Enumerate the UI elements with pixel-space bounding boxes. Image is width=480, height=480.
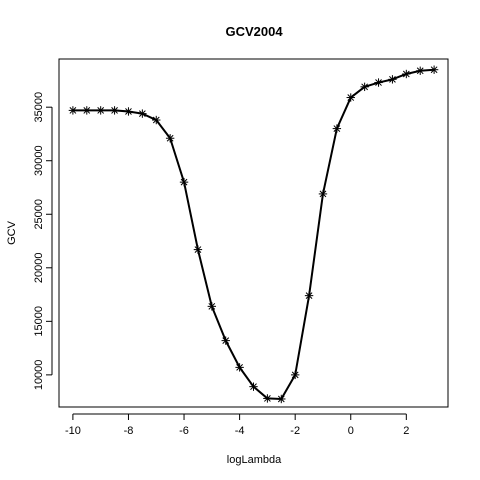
data-point-marker xyxy=(82,106,91,115)
data-point-marker xyxy=(374,78,383,87)
x-tick-label: -6 xyxy=(179,425,189,437)
y-tick-label: 35000 xyxy=(33,92,45,123)
y-tick-label: 25000 xyxy=(33,199,45,230)
data-point-marker xyxy=(416,66,425,75)
data-point-marker xyxy=(68,106,78,115)
data-point-marker xyxy=(179,177,189,187)
y-tick-label: 15000 xyxy=(33,306,45,337)
data-point-marker xyxy=(290,370,300,380)
x-tick-label: -10 xyxy=(65,425,81,437)
x-tick-label: -8 xyxy=(124,425,134,437)
data-point-marker xyxy=(332,124,342,133)
y-axis: 10000 15000 20000 25000 30000 35000 xyxy=(33,92,53,391)
plot-frame xyxy=(58,58,449,408)
x-tick-label: 2 xyxy=(403,425,409,437)
data-point-marker xyxy=(388,75,397,84)
gcv-series-line xyxy=(72,68,435,400)
data-point-marker xyxy=(235,363,244,372)
y-tick-label: 30000 xyxy=(33,145,45,176)
data-point-marker xyxy=(138,109,147,118)
data-point-marker xyxy=(124,107,133,116)
data-point-marker xyxy=(249,382,258,391)
data-point-marker xyxy=(318,189,328,199)
data-point-marker xyxy=(165,134,175,143)
series-layer xyxy=(72,68,435,400)
data-point-marker xyxy=(152,115,161,125)
data-point-marker xyxy=(304,291,314,300)
y-axis-label: GCV xyxy=(6,220,18,245)
data-point-marker xyxy=(429,65,439,74)
chart-title: GCV2004 xyxy=(225,24,283,39)
data-point-marker xyxy=(346,93,355,102)
data-point-marker xyxy=(402,69,411,79)
x-tick-label: -2 xyxy=(290,425,300,437)
x-tick-label: -4 xyxy=(235,425,245,437)
y-tick-label: 20000 xyxy=(33,253,45,284)
data-point-marker xyxy=(360,82,369,92)
data-point-marker xyxy=(110,106,119,115)
data-point-marker xyxy=(221,336,230,345)
x-axis-label: logLambda xyxy=(227,454,282,466)
data-point-marker xyxy=(96,106,105,115)
x-tick-label: 0 xyxy=(348,425,354,437)
marker-layer xyxy=(68,65,439,404)
data-point-marker xyxy=(263,394,272,403)
data-point-marker xyxy=(277,394,286,404)
data-point-marker xyxy=(193,245,203,254)
data-point-marker xyxy=(207,302,217,311)
x-axis: -10 -8 -6 -4 -2 0 2 xyxy=(65,413,409,437)
y-tick-label: 10000 xyxy=(33,360,45,391)
